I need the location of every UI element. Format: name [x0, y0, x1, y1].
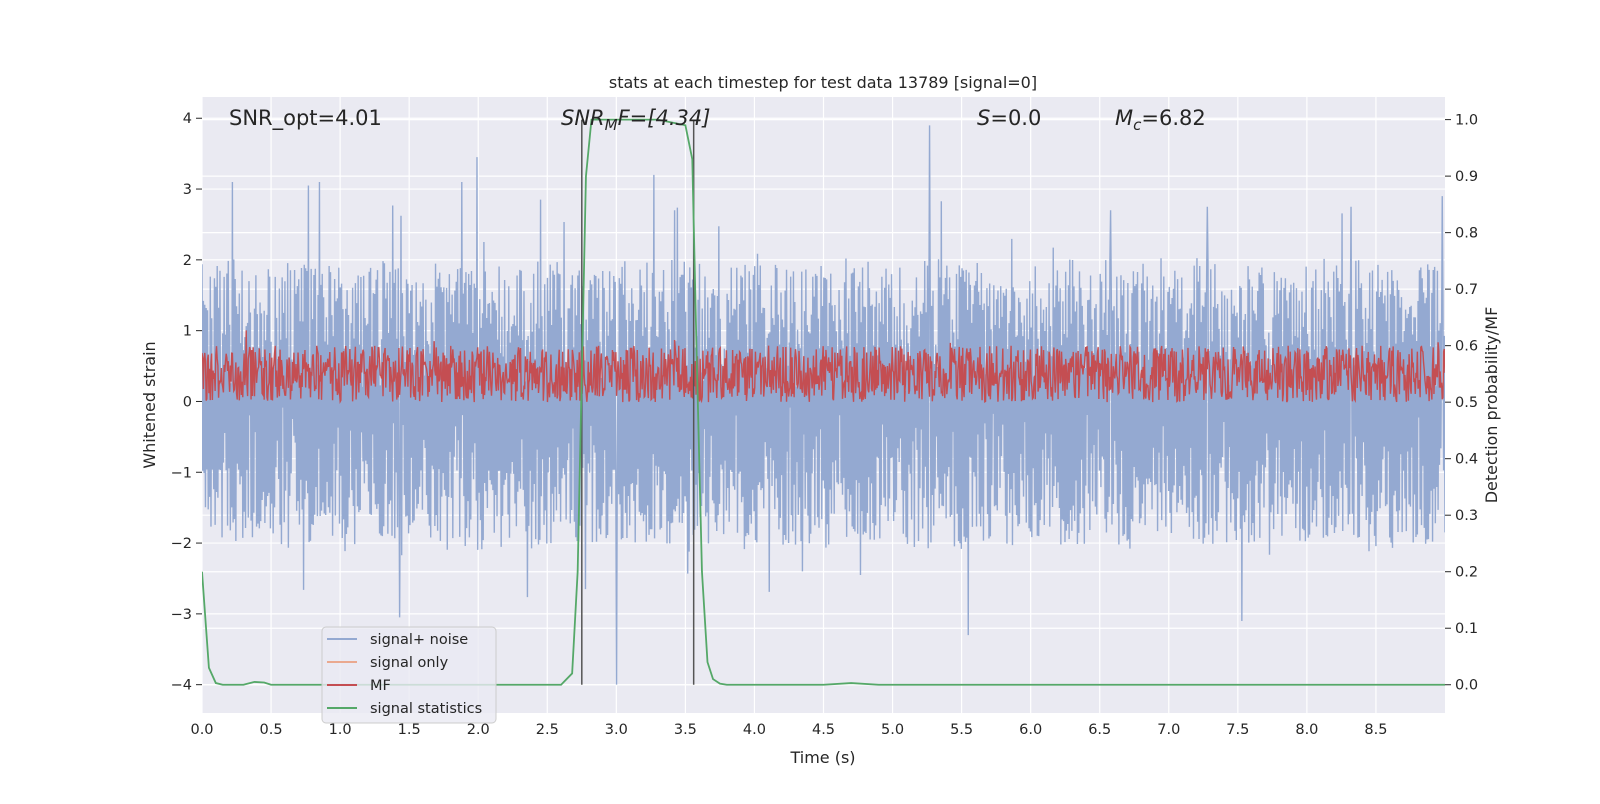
y-axis-ticks: −4 −3 −2 −1 0 1 2 3 4 [171, 111, 202, 694]
y2-tick-label: 0.2 [1455, 565, 1478, 581]
x-tick-label: 5.5 [950, 722, 973, 738]
x-tick-label: 2.0 [467, 722, 490, 738]
y2-tick-label: 0.7 [1455, 282, 1478, 298]
y-tick-label: 3 [183, 182, 192, 198]
x-tick-label: 0.5 [260, 722, 283, 738]
chart-title: stats at each timestep for test data 137… [609, 73, 1037, 92]
annotation-snr-opt: SNR_opt=4.01 [229, 106, 382, 131]
y2-tick-label: 0.8 [1455, 226, 1478, 242]
y2-tick-label: 0.6 [1455, 339, 1478, 355]
x-tick-label: 3.5 [674, 722, 697, 738]
y-tick-label: −3 [171, 607, 192, 623]
y-tick-label: 1 [183, 324, 192, 340]
legend-box [321, 626, 497, 724]
y2-tick-label: 0.9 [1455, 169, 1478, 185]
annotation-s: S=0.0 [977, 106, 1041, 130]
y-tick-label: −1 [171, 465, 192, 481]
x-tick-label: 4.5 [812, 722, 835, 738]
y2-tick-label: 1.0 [1455, 113, 1478, 129]
x-tick-label: 1.5 [398, 722, 421, 738]
x-axis-label: Time (s) [789, 748, 855, 767]
series-mf [202, 330, 1445, 405]
legend-label-mf: MF [370, 678, 391, 694]
y2-tick-label: 0.3 [1455, 508, 1478, 524]
y-tick-label: 0 [183, 394, 192, 410]
legend: signal+ noise signal only MF signal stat… [321, 626, 497, 724]
y2-tick-label: 0.5 [1455, 395, 1478, 411]
x-tick-label: 7.5 [1226, 722, 1249, 738]
x-tick-label: 6.0 [1019, 722, 1042, 738]
legend-label-signal-plus-noise: signal+ noise [370, 632, 468, 648]
y2-axis-label: Detection probability/MF [1482, 307, 1501, 504]
y-tick-label: −2 [171, 536, 192, 552]
x-tick-label: 3.0 [605, 722, 628, 738]
x-tick-label: 6.5 [1088, 722, 1111, 738]
x-tick-label: 0.0 [190, 722, 213, 738]
annotation-snr-mf: SNRMF=[4.34] [561, 106, 710, 134]
x-tick-label: 5.0 [881, 722, 904, 738]
legend-label-signal-only: signal only [370, 655, 449, 671]
y2-tick-label: 0.0 [1455, 678, 1478, 694]
x-tick-label: 1.0 [329, 722, 352, 738]
y2-tick-label: 0.1 [1455, 621, 1478, 637]
annotation-mc: Mc=6.82 [1115, 106, 1206, 134]
x-tick-label: 7.0 [1157, 722, 1180, 738]
y-tick-label: 2 [183, 253, 192, 269]
x-tick-label: 8.5 [1364, 722, 1387, 738]
x-axis-ticks: 0.0 0.5 1.0 1.5 2.0 2.5 3.0 3.5 4.0 4.5 5.0 5.5 6.0 6… [190, 722, 1387, 738]
y-tick-label: 4 [183, 111, 192, 127]
x-tick-label: 8.0 [1295, 722, 1318, 738]
x-tick-label: 2.5 [536, 722, 559, 738]
y2-axis-ticks: 0.0 0.1 0.2 0.3 0.4 0.5 0.6 0.7 0.8 0.9 1.0 [1445, 113, 1478, 694]
y-tick-label: −4 [171, 678, 192, 694]
y2-tick-label: 0.4 [1455, 452, 1478, 468]
series-signal-statistics [202, 118, 1445, 686]
x-tick-label: 4.0 [743, 722, 766, 738]
legend-label-signal-statistics: signal statistics [370, 701, 482, 717]
y-axis-label: Whitened strain [140, 341, 159, 468]
